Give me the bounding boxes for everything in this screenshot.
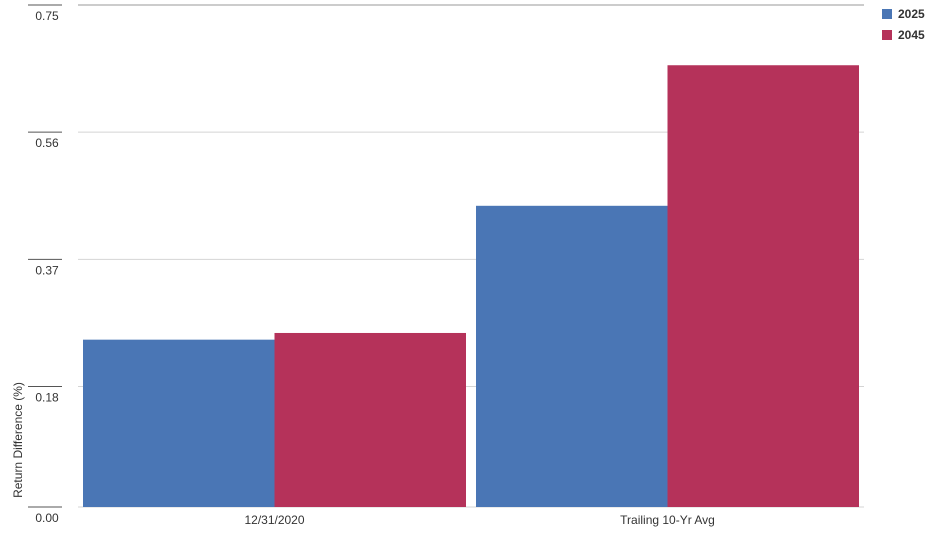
- legend-swatch: [882, 30, 892, 40]
- y-tick-label: 0.75: [35, 9, 59, 23]
- bar: [274, 332, 466, 507]
- bar: [667, 65, 859, 508]
- bar: [476, 205, 668, 508]
- legend-label: 2025: [898, 7, 925, 21]
- legend-swatch: [882, 9, 892, 19]
- x-tick-label: 12/31/2020: [244, 513, 304, 527]
- y-axis-label: Return Difference (%): [11, 382, 25, 498]
- legend-label: 2045: [898, 28, 925, 42]
- y-tick-label: 0.18: [35, 391, 59, 405]
- bar: [83, 339, 275, 507]
- y-tick-label: 0.56: [35, 136, 59, 150]
- y-tick-label: 0.37: [35, 263, 59, 277]
- y-tick-label: 0.00: [35, 511, 59, 525]
- x-tick-label: Trailing 10-Yr Avg: [620, 513, 715, 527]
